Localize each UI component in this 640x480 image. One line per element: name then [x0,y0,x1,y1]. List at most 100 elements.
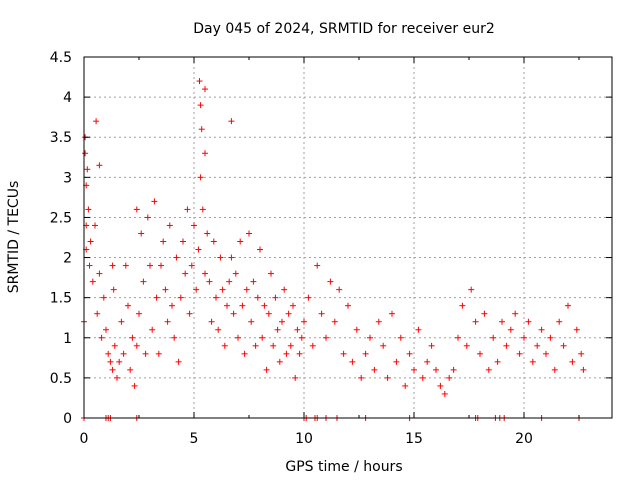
data-point [287,342,294,349]
data-point [512,310,519,317]
data-point [525,318,532,325]
data-point [248,318,255,325]
data-point [472,318,479,325]
data-point [116,358,123,365]
data-point [259,334,266,341]
data-point [569,358,576,365]
data-point [243,286,250,293]
data-point [186,310,193,317]
data-point [358,374,365,381]
data-point [105,350,112,357]
data-point [428,342,435,349]
data-point [94,310,101,317]
data-point [226,278,233,285]
data-point [85,206,92,213]
data-point [503,342,510,349]
data-point [191,222,197,229]
data-point [441,390,448,397]
y-tick-label: 0 [63,411,72,427]
data-point [336,286,343,293]
data-point [133,342,140,349]
data-point [199,206,206,213]
data-point [389,310,395,317]
data-point [305,294,312,301]
data-point [92,222,98,229]
x-tick-label: 5 [190,431,199,447]
data-point [193,286,200,293]
data-point [131,382,138,389]
data-point [254,294,261,301]
y-tick-label: 2 [63,251,72,267]
data-point [276,358,283,365]
x-tick-label: 10 [295,431,313,447]
data-point [380,342,387,349]
data-point [142,350,149,357]
y-axis-label: SRMTID / TECUs [6,181,22,294]
y-tick-label: 4.5 [50,50,72,66]
data-point [367,334,373,341]
data-point [294,326,301,333]
data-point [210,238,217,245]
data-point [340,350,347,357]
data-point [263,366,270,373]
data-point [169,302,175,309]
data-point [196,78,203,85]
data-point [362,350,369,357]
data-point [580,366,587,373]
data-point [296,350,303,357]
data-point [160,238,167,245]
data-point [433,366,439,373]
data-point [103,326,109,333]
data-point [353,326,360,333]
data-point [219,286,226,293]
data-point [301,318,307,325]
data-point [261,302,268,309]
data-point [529,358,536,365]
data-point [171,334,178,341]
data-point [450,366,457,373]
data-point [573,326,580,333]
data-point [415,326,422,333]
data-point [151,198,158,205]
data-point [463,342,470,349]
data-point [257,246,263,253]
data-point [213,294,219,301]
data-point [82,150,89,157]
data-point [384,374,391,381]
data-point [87,238,94,245]
data-point [224,302,230,309]
data-point [164,318,171,325]
data-point [290,302,296,309]
data-point [397,334,404,341]
data-point [166,222,173,229]
data-point [110,286,117,293]
data-point [175,358,182,365]
data-point [208,318,215,325]
data-point [217,254,224,261]
y-tick-label: 2.5 [50,210,72,226]
data-point [547,334,554,341]
data-point [406,350,413,357]
data-point [202,86,208,93]
data-point [281,286,288,293]
data-point [446,374,453,381]
data-point [424,358,431,365]
data-point [349,358,356,365]
data-point [393,358,400,365]
data-point [129,334,136,341]
data-point [100,294,107,301]
data-point [494,358,501,365]
data-point [125,302,131,309]
data-point [111,342,118,349]
x-tick-label: 20 [515,431,533,447]
y-tick-label: 1 [63,331,72,347]
data-point [96,162,103,169]
axis-ticks: 0 0.5 1 1.5 2 2.5 3 3.5 4 4.5 0 5 10 15 20 [50,50,612,447]
data-point [265,310,272,317]
data-point [556,318,563,325]
data-point [345,302,351,309]
y-tick-label: 0.5 [50,371,72,387]
data-point [298,334,305,341]
data-point [538,326,545,333]
